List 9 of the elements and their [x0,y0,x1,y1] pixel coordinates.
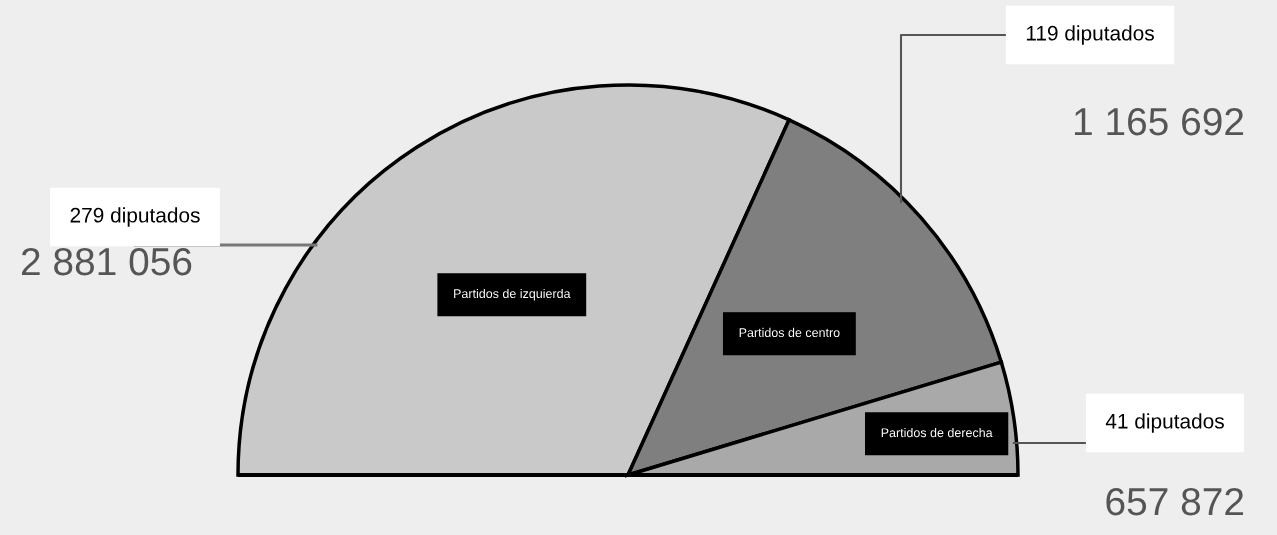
data-label: 119 diputados [1026,25,1154,45]
text: 1 165 692 [1074,107,1244,136]
text: 2 881 056 [21,247,192,276]
data-label: 279 diputados [70,207,200,227]
data-label: 41 diputados [1105,413,1224,433]
slice-label: Partidos de izquierda [454,288,571,301]
slice-label: Partidos de derecha [881,427,993,438]
slice-label: Partidos de centro [739,327,840,338]
text: 657 872 [1106,487,1244,516]
